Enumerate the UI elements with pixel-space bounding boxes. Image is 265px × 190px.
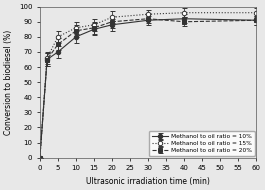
Legend: Methanol to oil ratio = 10%, Methanol to oil ratio = 15%, Methanol to oil ratio : Methanol to oil ratio = 10%, Methanol to… [149,131,255,156]
Y-axis label: Conversion to biodiesel (%): Conversion to biodiesel (%) [4,29,13,135]
X-axis label: Ultrasonic irradiation time (min): Ultrasonic irradiation time (min) [86,177,210,186]
